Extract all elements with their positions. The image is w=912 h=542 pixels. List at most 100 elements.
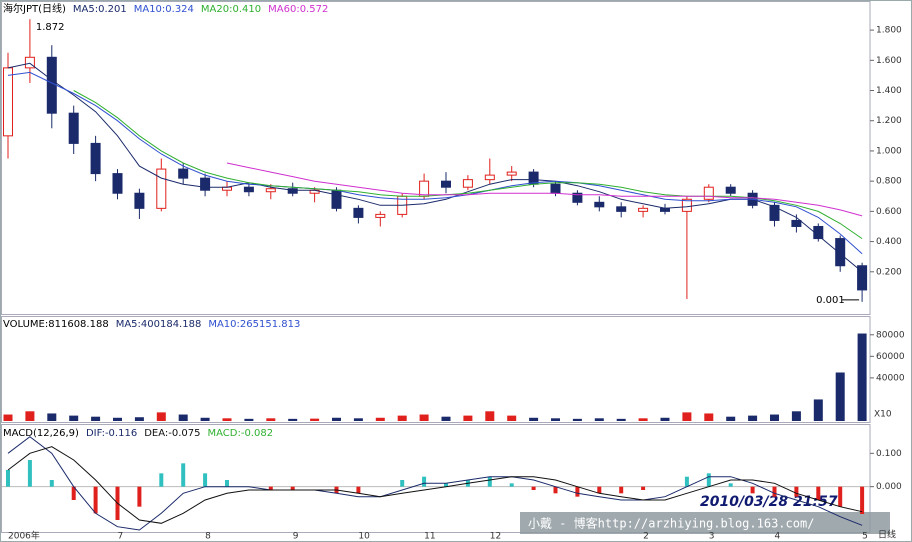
volume-bar xyxy=(704,413,714,421)
volume-bar xyxy=(353,418,363,421)
x-tick-label: 10 xyxy=(358,532,370,542)
watermark-date: 2010/03/28 21:57 xyxy=(700,494,838,510)
macd-bar xyxy=(641,486,646,490)
volume-bar xyxy=(791,411,801,421)
volume-bar xyxy=(463,415,473,421)
x-tick-label: 2 xyxy=(643,532,649,542)
candle-body xyxy=(200,177,211,191)
candle-body xyxy=(638,207,649,212)
volume-bar xyxy=(441,416,451,421)
macd-bar xyxy=(71,486,76,500)
macd-bar xyxy=(772,486,777,497)
y-tick-label: 0.400 xyxy=(876,237,902,247)
volume-bar xyxy=(529,417,539,421)
volume-bar xyxy=(200,417,210,421)
candle-body xyxy=(24,56,35,69)
macd-bar xyxy=(597,486,602,494)
legend-entry: MA5:0.201 xyxy=(73,4,127,15)
low-label: 0.001 xyxy=(816,295,845,306)
macd-bar xyxy=(203,473,208,487)
macd-bar xyxy=(684,476,689,487)
y-tick-label: 40000 xyxy=(876,373,905,383)
volume-bar xyxy=(682,412,692,421)
macd-bar xyxy=(356,486,361,494)
candle-body xyxy=(287,188,298,194)
volume-bar xyxy=(178,414,188,421)
candle-body xyxy=(441,180,451,188)
macd-bar xyxy=(619,486,624,494)
volume-bar xyxy=(47,413,57,421)
macd-bar xyxy=(553,486,558,494)
candle-body xyxy=(375,213,386,218)
y-tick-label: 1.200 xyxy=(876,116,902,126)
legend-entry: MA10:265151.813 xyxy=(208,319,300,330)
candle-body xyxy=(68,112,79,144)
macd-bar xyxy=(137,486,142,507)
macd-bar xyxy=(27,460,32,487)
volume-bar xyxy=(419,414,429,421)
macd-bar xyxy=(816,486,821,500)
macd-bar xyxy=(422,476,427,487)
candle-body xyxy=(616,206,627,212)
macd-bar xyxy=(487,476,492,487)
x-tick-label: 11 xyxy=(424,532,435,542)
volume-bar xyxy=(857,333,867,421)
chart-title: MACD(12,26,9) xyxy=(3,428,79,439)
macd-bar xyxy=(531,486,536,490)
candle-body xyxy=(484,174,495,181)
y-tick-label: 80000 xyxy=(876,330,905,340)
x-tick-label: 8 xyxy=(205,532,211,542)
candle-body xyxy=(243,186,254,193)
watermark-blog: 小戴 - 博客http://arzhiying.blog.163.com/ xyxy=(528,516,814,531)
legend-entry: MACD:-0.082 xyxy=(207,428,273,439)
volume-bar xyxy=(91,416,101,421)
macd-bar xyxy=(838,486,843,507)
y-tick-label: 0.200 xyxy=(876,267,902,277)
volume-bar xyxy=(660,417,670,421)
macd-bar xyxy=(750,486,755,494)
y-tick-label: 0.600 xyxy=(876,207,902,217)
y-tick-label: 0.100 xyxy=(876,449,902,459)
candle-body xyxy=(835,238,846,267)
candle-body xyxy=(419,180,430,197)
legend-entry: DEA:-0.075 xyxy=(144,428,200,439)
legend-entry: MA60:0.572 xyxy=(268,4,328,15)
macd-panel xyxy=(1,424,871,533)
volume-bar xyxy=(551,418,560,421)
volume-bar xyxy=(748,415,758,421)
candle-body xyxy=(353,207,364,218)
candle-body xyxy=(813,225,824,240)
volume-bar xyxy=(397,415,407,421)
candle-body xyxy=(3,67,13,137)
y-tick-label: 1.000 xyxy=(876,146,902,156)
volume-bar xyxy=(69,415,79,421)
macd-bar xyxy=(509,483,514,487)
macd-bar xyxy=(706,473,711,487)
candle-body xyxy=(156,168,167,209)
legend-entry: MA5:400184.188 xyxy=(116,319,202,330)
x-tick-label: 7 xyxy=(118,532,124,542)
volume-bar xyxy=(332,417,341,421)
x-tick-label: 2006年 xyxy=(8,530,40,542)
macd-bar xyxy=(93,486,98,514)
x-tick-label: 9 xyxy=(293,532,299,542)
high-label: 1.872 xyxy=(36,22,65,33)
y-tick-label: 0.800 xyxy=(876,177,902,187)
macd-bar xyxy=(728,483,733,487)
volume-bar xyxy=(25,411,35,421)
candle-body xyxy=(791,219,802,227)
macd-bar xyxy=(6,470,10,487)
candle-body xyxy=(178,168,189,179)
volume-bar xyxy=(288,418,298,421)
indicator-line xyxy=(7,446,863,524)
price-panel xyxy=(1,1,871,315)
candle-body xyxy=(90,142,101,175)
volume-bar xyxy=(375,417,385,421)
volume-panel xyxy=(1,316,871,423)
candle-body xyxy=(550,183,561,194)
macd-bar xyxy=(268,486,273,490)
macd-bar xyxy=(290,486,295,490)
indicator-line xyxy=(226,162,863,217)
